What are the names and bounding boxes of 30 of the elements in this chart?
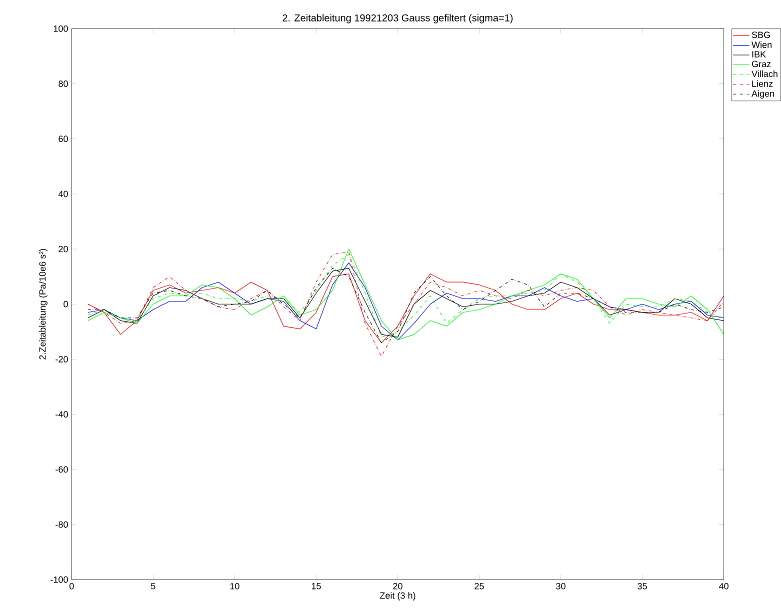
x-tick-label: 40 [719,582,728,590]
y-axis-title: 2.Zeitableitung (Pa/10e6 s²) [39,248,48,360]
legend-label: Graz [752,60,771,68]
legend-label: Lienz [752,80,773,87]
x-tick-label: 30 [556,582,566,590]
y-tick-label: 100 [54,25,68,32]
x-tick-label: 20 [393,582,402,590]
legend-label: Aigen [752,90,774,98]
x-tick-label: 5 [150,582,156,590]
x-axis-title: Zeit (3 h) [380,592,416,600]
y-tick-label: 0 [64,300,68,308]
y-tick-label: 40 [58,190,68,198]
x-tick-label: 0 [69,582,74,590]
y-tick-label: -20 [56,356,68,362]
x-tick-label: 25 [474,582,484,590]
y-tick-label: -100 [50,576,68,583]
y-tick-label: 80 [58,80,68,87]
legend-label: Villach [752,70,778,77]
y-tick-label: 60 [58,136,68,142]
x-tick-label: 15 [312,582,321,590]
legend-label: Wien [752,41,772,48]
y-tick-label: -80 [56,521,68,528]
y-tick-label: 20 [58,246,68,252]
legend-label: SBG [752,32,770,38]
y-tick-label: -40 [56,411,68,418]
x-tick-label: 35 [638,582,647,590]
chart-title: 2. Zeitableitung 19921203 Gauss gefiltert (sigma=1) [282,14,513,24]
x-tick-label: 10 [230,582,240,590]
y-tick-label: -60 [56,466,68,473]
legend-label: IBK [752,51,766,58]
